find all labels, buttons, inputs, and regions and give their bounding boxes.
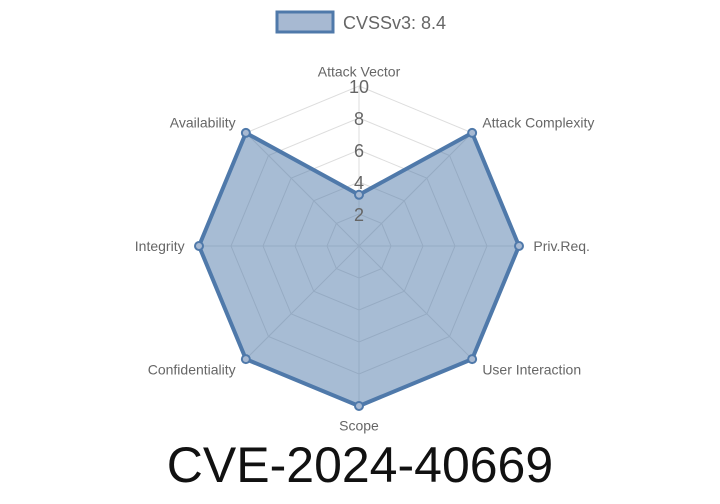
tick-label: 2 — [354, 205, 364, 225]
axis-label: User Interaction — [482, 361, 581, 377]
axis-label: Attack Vector — [318, 64, 401, 80]
tick-label: 4 — [354, 173, 364, 193]
axis-label: Priv.Req. — [533, 238, 590, 254]
axis-label: Scope — [339, 417, 379, 433]
data-point — [354, 401, 364, 411]
data-point — [354, 189, 364, 200]
data-point — [514, 241, 524, 251]
tick-label: 8 — [354, 109, 364, 129]
data-point — [467, 354, 478, 365]
legend-swatch — [275, 10, 335, 34]
tick-label: 6 — [354, 141, 364, 161]
tick-label: 10 — [349, 77, 369, 97]
axis-label: Integrity — [135, 238, 185, 254]
axis-label: Availability — [170, 115, 236, 131]
data-point — [194, 241, 204, 251]
chart-title: CVE-2024-40669 — [167, 437, 553, 493]
axis-label: Confidentiality — [148, 361, 236, 377]
data-point — [240, 354, 251, 365]
legend-label: CVSSv3: 8.4 — [343, 13, 446, 33]
data-point — [240, 127, 251, 138]
data-point — [467, 127, 478, 138]
axis-label: Attack Complexity — [482, 115, 594, 131]
